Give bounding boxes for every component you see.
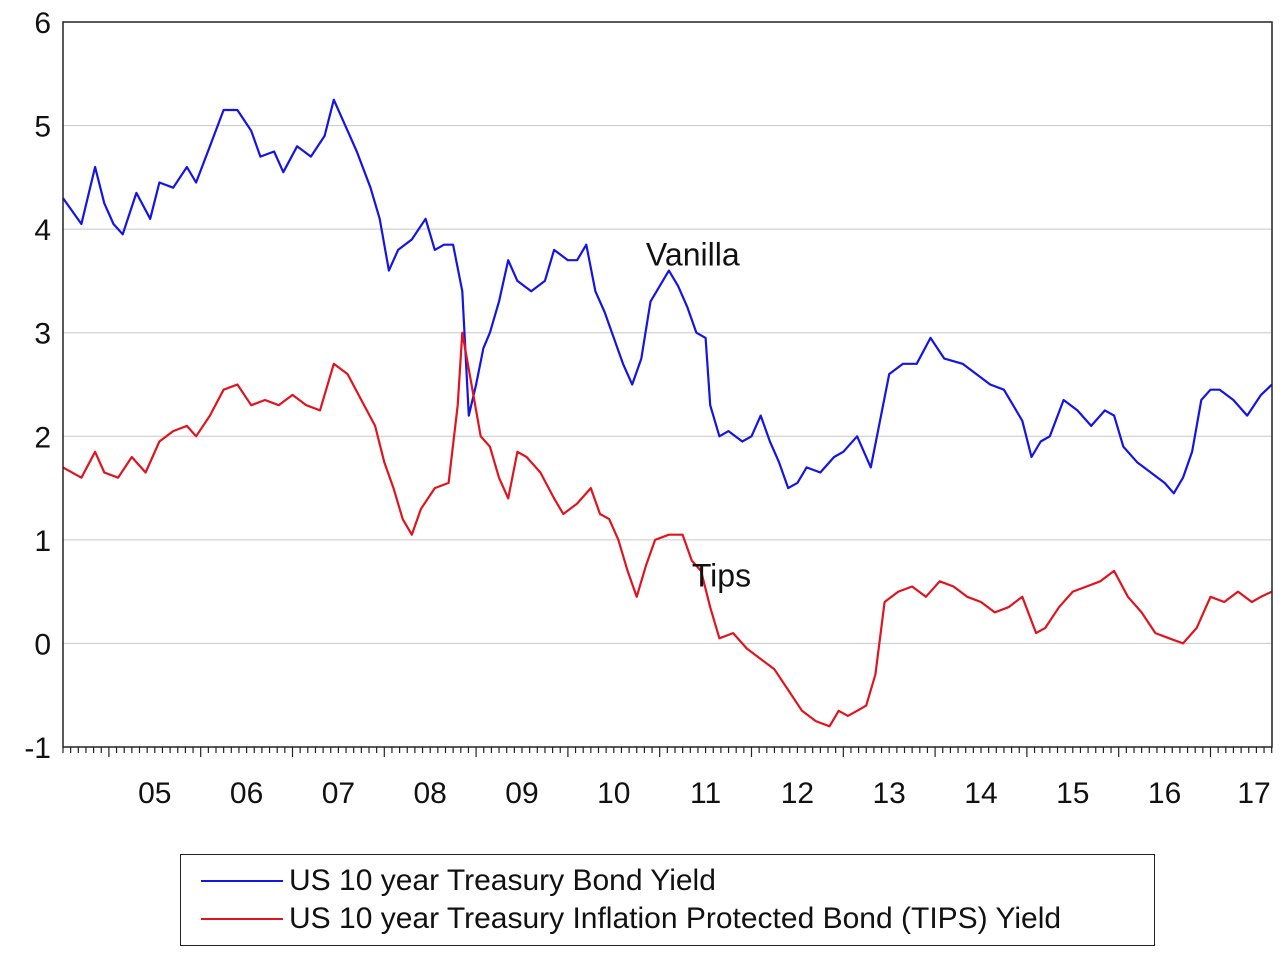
y-tick-label: -1 bbox=[24, 732, 51, 765]
legend-label-tips-yield: US 10 year Treasury Inflation Protected … bbox=[289, 902, 1062, 935]
y-tick-label: 4 bbox=[34, 214, 51, 247]
y-tick-label: 5 bbox=[34, 111, 51, 144]
series-lines bbox=[62, 98, 1273, 728]
y-tick-label: 3 bbox=[34, 318, 51, 351]
x-tick-label: 07 bbox=[322, 777, 355, 810]
annotations: Vanilla Tips bbox=[646, 236, 751, 593]
series-line-0 bbox=[62, 98, 1273, 495]
legend-swatch-bond-yield bbox=[201, 880, 283, 882]
x-tick-label: 10 bbox=[597, 777, 630, 810]
legend-item-bond-yield: US 10 year Treasury Bond Yield bbox=[181, 863, 716, 899]
legend-label-bond-yield: US 10 year Treasury Bond Yield bbox=[289, 864, 716, 897]
legend-swatch-tips-yield bbox=[201, 918, 283, 920]
annotation-label-0: Vanilla bbox=[646, 236, 740, 272]
y-tick-label: 6 bbox=[34, 7, 51, 40]
legend: US 10 year Treasury Bond Yield US 10 yea… bbox=[180, 854, 1155, 946]
x-tick-label: 17 bbox=[1237, 777, 1270, 810]
x-tick-label: 12 bbox=[781, 777, 814, 810]
x-tick-label: 16 bbox=[1148, 777, 1181, 810]
plot-frame bbox=[62, 21, 1273, 748]
x-tick-label: 15 bbox=[1056, 777, 1089, 810]
y-tick-label: 0 bbox=[34, 628, 51, 661]
x-tick-label: 14 bbox=[964, 777, 997, 810]
x-tick-label: 06 bbox=[230, 777, 263, 810]
x-tick-label: 11 bbox=[690, 777, 721, 810]
y-tick-label: 2 bbox=[34, 421, 51, 454]
x-tick-label: 09 bbox=[505, 777, 538, 810]
x-tick-label: 13 bbox=[873, 777, 906, 810]
gridlines bbox=[63, 125, 1272, 644]
x-tick-label: 08 bbox=[414, 777, 447, 810]
y-tick-label: 1 bbox=[34, 525, 51, 558]
series-line-1 bbox=[62, 331, 1273, 728]
x-tick-label: 05 bbox=[138, 777, 171, 810]
annotation-label-1: Tips bbox=[692, 557, 751, 593]
legend-item-tips-yield: US 10 year Treasury Inflation Protected … bbox=[181, 901, 1061, 937]
